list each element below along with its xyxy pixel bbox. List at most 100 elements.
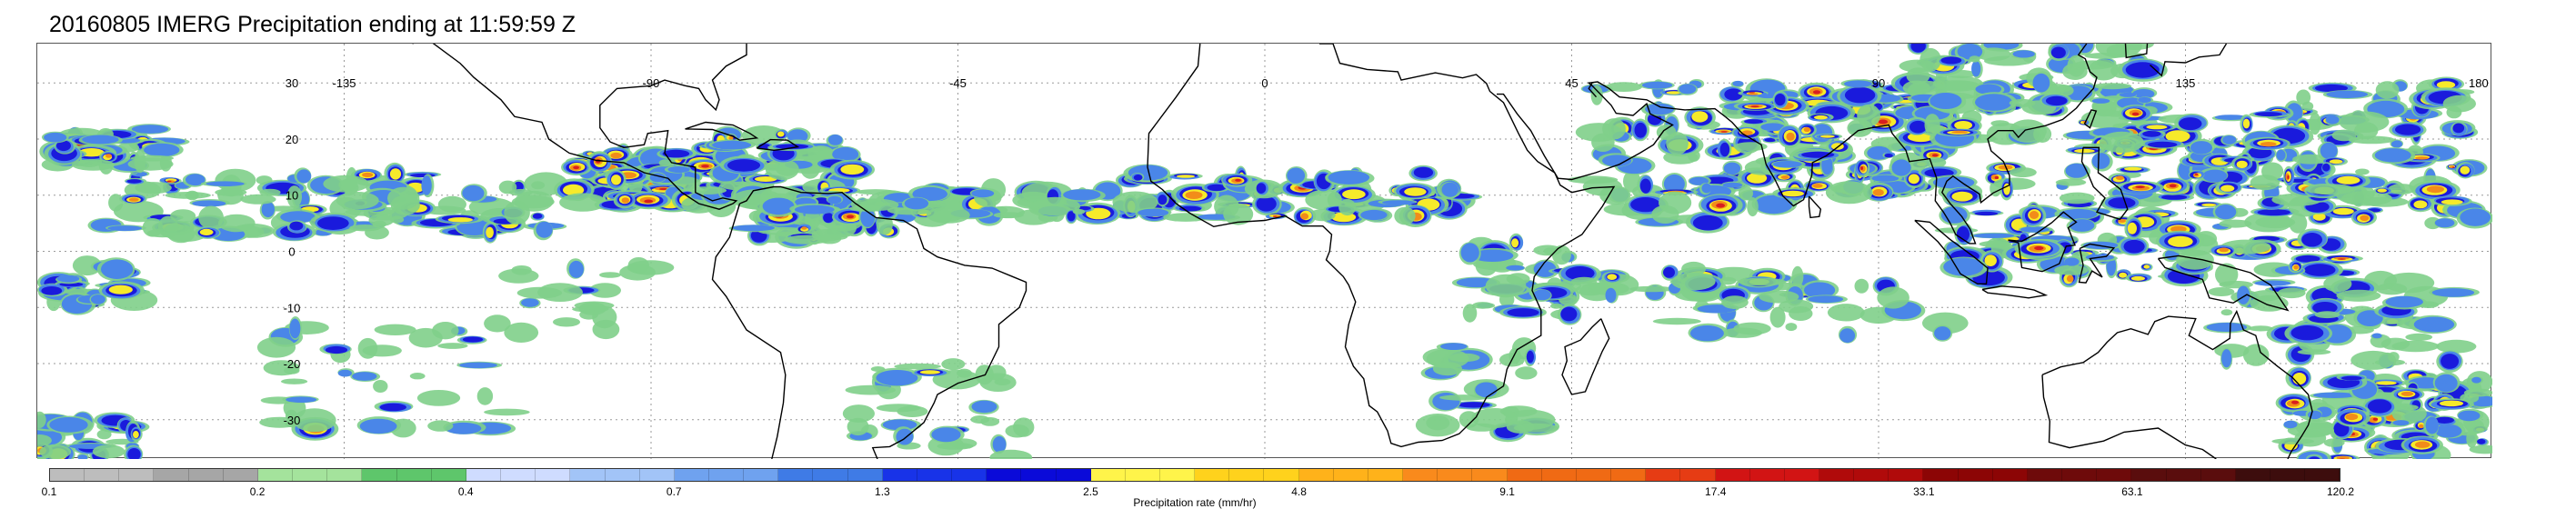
rain-core (1440, 343, 1468, 350)
rain-core (1607, 274, 1618, 280)
rain-core (1908, 174, 1919, 185)
colorbar-segment (1680, 469, 1716, 481)
colorbar-label: Precipitation rate (mm/hr) (1133, 496, 1257, 509)
rain-core (1929, 93, 1962, 109)
lon-label: -45 (949, 76, 967, 90)
rain-cell (2331, 129, 2357, 142)
rain-core (2391, 140, 2403, 148)
rain-cell (1575, 284, 1607, 296)
rain-cell (599, 272, 621, 278)
rain-cell (2305, 184, 2355, 195)
rain-cell (1163, 213, 1208, 222)
rain-core (1804, 282, 1836, 299)
rain-core (2123, 239, 2145, 254)
lon-label: 180 (2469, 76, 2489, 90)
rain-cell (2355, 168, 2370, 175)
rain-cell (2250, 175, 2280, 191)
colorbar-segment (2235, 469, 2270, 481)
rain-core (2221, 349, 2232, 368)
rain-core (971, 400, 997, 414)
rain-core (2375, 381, 2397, 385)
rain-cell (1979, 240, 2010, 248)
rain-core (445, 422, 482, 434)
rain-core (2194, 173, 2199, 175)
rain-core (1839, 328, 1856, 344)
cuba-coast (685, 121, 759, 141)
rain-core (2290, 325, 2324, 341)
rain-core (90, 294, 105, 304)
rain-core (128, 197, 139, 202)
rain-core (2401, 391, 2414, 396)
rain-cell (588, 283, 622, 298)
colorbar-segment (1056, 469, 1091, 481)
rain-core (2436, 81, 2456, 89)
rain-core (794, 205, 835, 215)
rain-cell (1072, 208, 1086, 215)
precipitation-field (37, 44, 2492, 459)
rain-core (2045, 95, 2068, 106)
colorbar-segment (2270, 469, 2306, 481)
rain-cell (286, 185, 302, 208)
rain-cell (2219, 219, 2252, 228)
rain-core (1719, 142, 1730, 157)
sumatra-coast (1914, 219, 1989, 284)
rain-cell (941, 358, 966, 371)
rain-cell (1791, 265, 1804, 288)
colorbar-segment (1715, 469, 1750, 481)
colorbar-segment (362, 469, 397, 481)
india-coast (1724, 44, 2098, 245)
rain-core (2138, 96, 2151, 104)
rain-cell (2059, 192, 2095, 205)
rain-core (126, 179, 142, 184)
rain-core (1533, 289, 1551, 301)
rain-cell (1426, 349, 1469, 369)
rain-core (2161, 195, 2188, 200)
lat-label: -20 (284, 357, 301, 371)
rain-cell (2381, 337, 2411, 351)
rain-core (1300, 213, 1309, 220)
rain-core (1272, 215, 1278, 217)
rain-core (1630, 197, 1661, 213)
colorbar-tick-label: 2.5 (1083, 485, 1098, 498)
rain-cell (765, 158, 799, 181)
rain-core (261, 201, 275, 218)
rain-core (131, 125, 169, 134)
rain-core (133, 431, 139, 439)
rain-core (1931, 154, 1939, 157)
rain-core (2320, 142, 2338, 160)
rain-core (1984, 255, 1997, 266)
rain-core (2283, 420, 2298, 429)
rain-core (421, 175, 432, 195)
sulawesi-coast (2078, 243, 2116, 284)
rain-core (82, 135, 119, 145)
rain-cell (2375, 81, 2400, 99)
rain-core (2471, 376, 2481, 384)
rain-core (144, 143, 180, 157)
rain-core (2336, 456, 2350, 459)
rain-core (316, 216, 349, 231)
colorbar-segment (85, 469, 120, 481)
rain-core (2091, 153, 2110, 169)
rain-core (337, 369, 352, 377)
colorbar-segment (882, 469, 917, 481)
rain-cell (498, 268, 539, 284)
rain-cell (165, 192, 211, 199)
lon-label: 135 (2176, 76, 2196, 90)
rain-core (1691, 111, 1709, 123)
rain-core (2304, 264, 2336, 276)
rain-cell (2405, 333, 2433, 341)
rain-core (1747, 93, 1759, 95)
rain-core (44, 132, 67, 143)
rain-core (919, 370, 940, 374)
rain-cell (2469, 383, 2481, 390)
rain-cell (2277, 287, 2306, 299)
rain-core (2201, 203, 2217, 207)
rain-core (644, 199, 654, 204)
colorbar-segment (1438, 469, 1473, 481)
rain-core (931, 427, 961, 443)
rain-core (56, 274, 80, 283)
rain-cell (509, 188, 533, 196)
rain-core (1781, 190, 1804, 197)
rain-core (2392, 420, 2410, 426)
rain-cell (1338, 198, 1357, 216)
